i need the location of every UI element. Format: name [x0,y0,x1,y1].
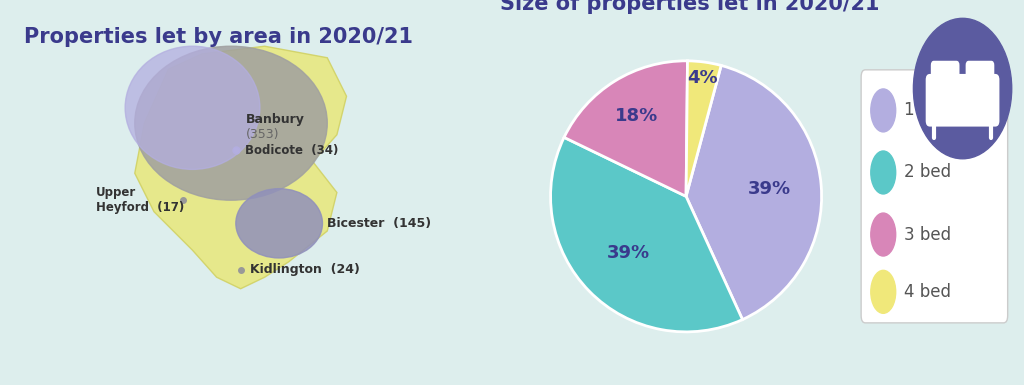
FancyBboxPatch shape [861,70,1008,323]
Circle shape [236,189,323,258]
Circle shape [870,89,896,132]
Wedge shape [564,61,687,196]
FancyBboxPatch shape [931,61,959,93]
FancyBboxPatch shape [926,74,999,127]
Circle shape [870,270,896,313]
Text: 2 bed: 2 bed [904,164,951,181]
Wedge shape [686,65,821,320]
Text: 39%: 39% [749,180,792,198]
Text: Bodicote  (34): Bodicote (34) [246,144,339,157]
Text: Upper: Upper [96,186,136,199]
Circle shape [135,46,328,200]
Circle shape [870,213,896,256]
Circle shape [870,151,896,194]
Text: Banbury: Banbury [246,113,304,126]
Text: 4 bed: 4 bed [904,283,951,301]
FancyBboxPatch shape [966,61,994,93]
Text: 18%: 18% [614,107,657,125]
Polygon shape [135,46,346,289]
Text: Heyford  (17): Heyford (17) [96,201,184,214]
Text: Size of properties let in 2020/21: Size of properties let in 2020/21 [500,0,880,14]
Text: 3 bed: 3 bed [904,226,951,244]
Text: Properties let by area in 2020/21: Properties let by area in 2020/21 [25,27,413,47]
Text: Bicester  (145): Bicester (145) [328,217,431,230]
Text: 1 bed: 1 bed [904,101,951,119]
Text: Kidlington  (24): Kidlington (24) [250,263,360,276]
Text: 39%: 39% [606,244,649,262]
Circle shape [913,18,1012,159]
Text: (353): (353) [246,128,279,141]
Ellipse shape [125,46,260,169]
Wedge shape [551,137,742,332]
Text: 4%: 4% [687,69,718,87]
Wedge shape [686,61,721,196]
